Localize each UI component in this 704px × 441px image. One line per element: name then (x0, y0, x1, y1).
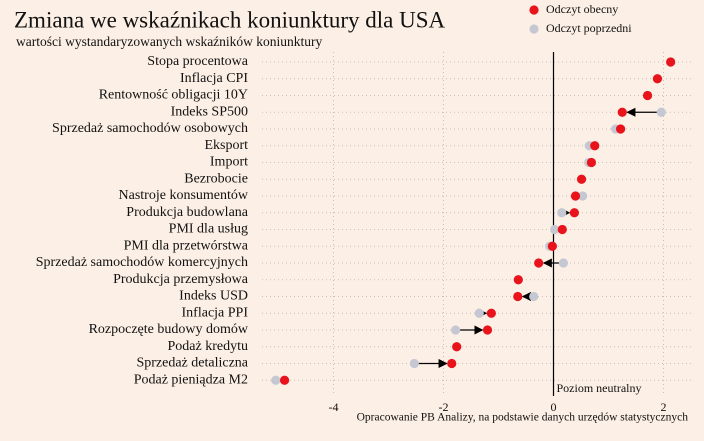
dot (447, 358, 457, 369)
chart-title: Zmiana we wskaźnikach koniunktury dla US… (14, 7, 446, 32)
category-label: Nastroje konsumentów (119, 188, 249, 203)
dot (482, 325, 493, 335)
dot (550, 224, 560, 235)
dot (569, 208, 580, 218)
category-label: Podaż kredytu (168, 339, 248, 354)
dot (409, 358, 419, 369)
dot (616, 124, 626, 134)
x-tick-label: 0 (551, 400, 557, 414)
x-tick-label: -4 (329, 400, 339, 414)
category-label: Produkcja budowlana (126, 205, 248, 220)
dot (557, 208, 567, 218)
legend-label: Odczyt poprzedni (546, 21, 632, 35)
dot (652, 74, 663, 84)
legend-swatch (529, 5, 539, 15)
neutral-label: Poziom neutralny (557, 381, 642, 395)
dot (578, 191, 588, 201)
dot (513, 291, 523, 302)
category-label: Inflacja PPI (182, 305, 249, 320)
category-label: Sprzedaż detaliczna (136, 356, 248, 371)
dot (557, 224, 567, 235)
dot (534, 258, 544, 268)
dot (279, 375, 290, 385)
dot (452, 342, 462, 352)
category-label: Podaż pieniądza M2 (134, 372, 248, 387)
dot (486, 308, 496, 318)
dot (642, 90, 653, 101)
dot (656, 107, 666, 117)
category-label: Eksport (204, 138, 248, 153)
category-label: Sprzedaż samochodów osobowych (52, 121, 248, 136)
dot (558, 258, 569, 268)
dot (474, 308, 484, 318)
source-note: Opracowanie PB Analizy, na podstawie dan… (357, 412, 689, 424)
category-label: Bezrobocie (184, 171, 248, 186)
dot (586, 157, 597, 168)
category-label: Inflacja CPI (180, 71, 248, 86)
category-label: PMI dla usług (169, 222, 248, 237)
x-tick-label: -2 (439, 400, 449, 414)
category-label: Import (210, 155, 248, 170)
legend-swatch (529, 24, 539, 34)
category-label: Indeks SP500 (171, 104, 248, 119)
category-label: Sprzedaż samochodów komercyjnych (36, 255, 248, 270)
category-label: Indeks USD (179, 289, 248, 304)
dot (451, 325, 461, 335)
category-label: Rentowność obligacji 10Y (99, 88, 248, 103)
x-tick-label: 2 (661, 400, 667, 414)
chart-subtitle: wartości wystandaryzowanych wskaźników k… (16, 34, 323, 49)
dot (570, 191, 581, 201)
dot (576, 174, 587, 184)
category-label: PMI dla przetwórstwa (124, 238, 249, 253)
dot (529, 291, 539, 302)
category-label: Rozpoczęte budowy domów (89, 322, 249, 337)
dot (666, 57, 676, 67)
category-label: Stopa procentowa (147, 54, 248, 69)
dot (590, 141, 600, 151)
dot (617, 107, 627, 117)
dot (271, 375, 281, 385)
dot (547, 241, 558, 251)
dot (513, 275, 523, 285)
legend-label: Odczyt obecny (546, 2, 618, 16)
category-label: Produkcja przemysłowa (113, 272, 249, 287)
